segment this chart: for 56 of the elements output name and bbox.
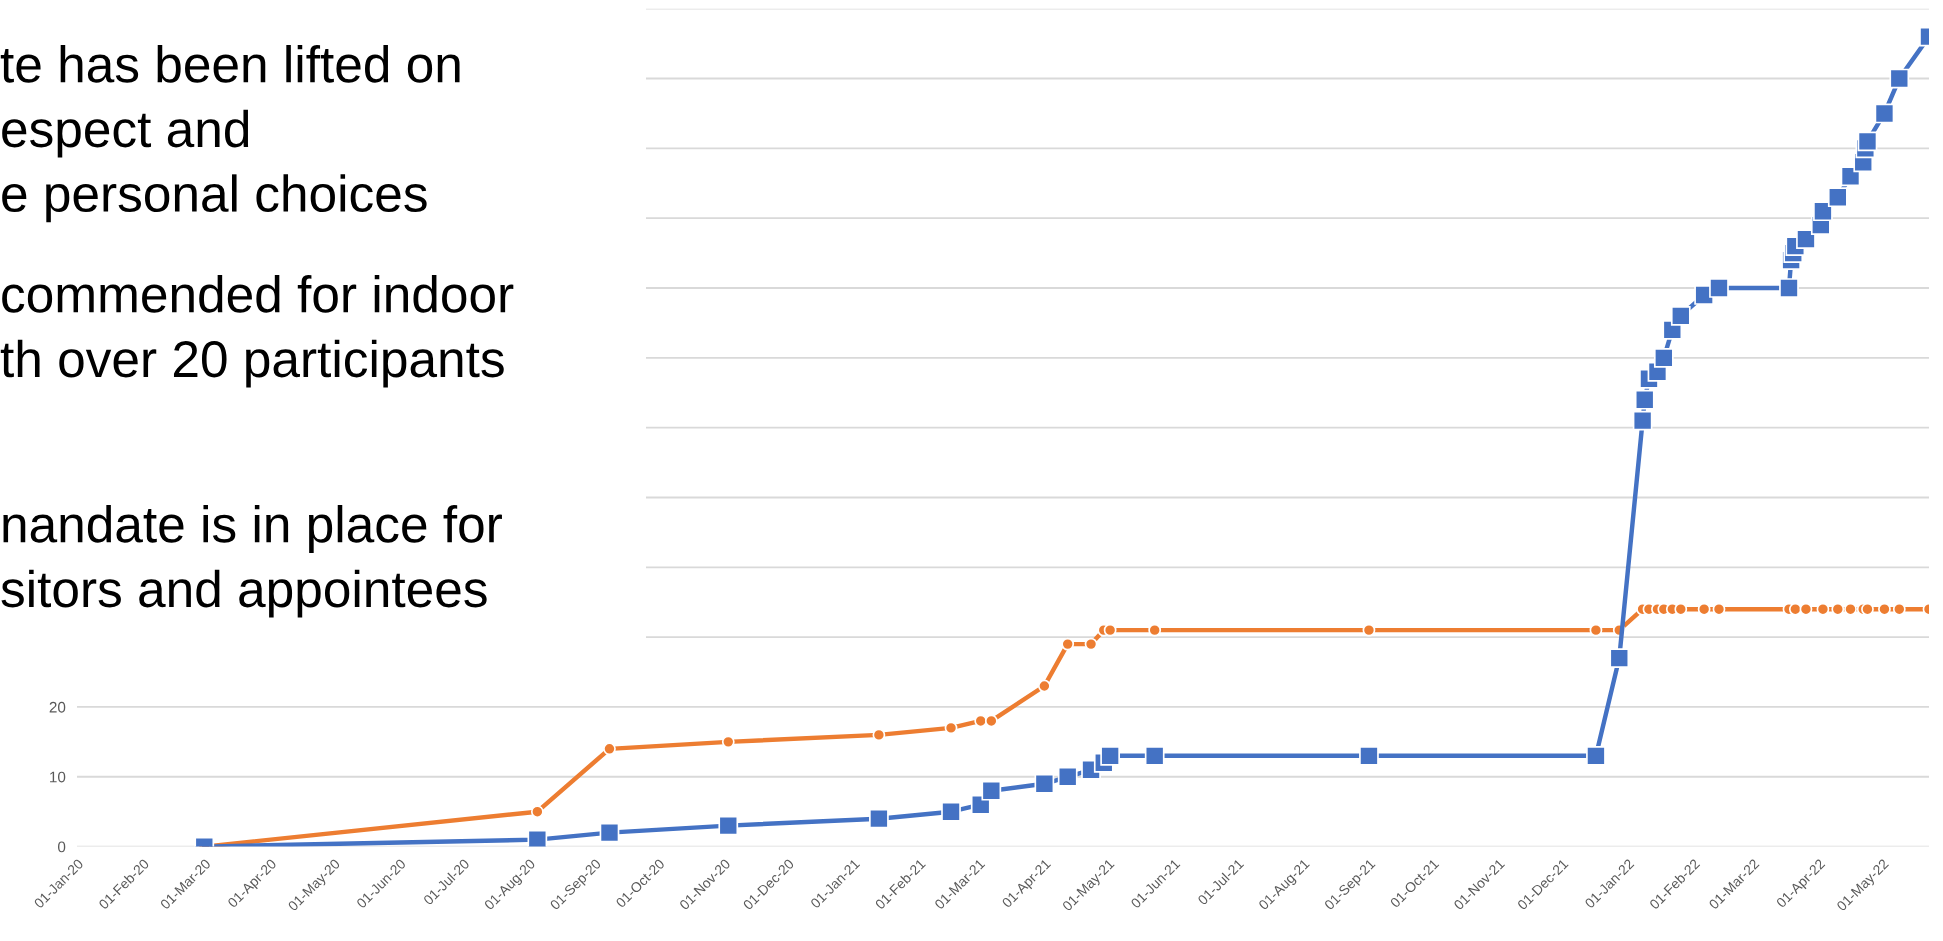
point	[1674, 602, 1688, 616]
point	[1831, 602, 1845, 616]
point	[1037, 679, 1051, 693]
point	[1670, 306, 1691, 326]
point	[1844, 602, 1857, 616]
point	[974, 714, 988, 728]
point	[981, 780, 1002, 801]
point	[1816, 602, 1830, 616]
point	[599, 822, 620, 843]
point	[1653, 347, 1674, 368]
point	[1084, 637, 1098, 651]
point	[1061, 637, 1075, 651]
annotation: te has been lifted on espect and e personal choices	[0, 45, 460, 223]
point	[869, 808, 889, 829]
point	[1697, 602, 1711, 616]
point	[1100, 745, 1120, 766]
point	[1148, 623, 1162, 637]
point	[1827, 187, 1848, 208]
point	[1861, 602, 1874, 616]
point	[872, 728, 886, 742]
point	[1144, 745, 1165, 766]
y-tick-label: 0	[57, 841, 66, 853]
annotation: commended for indoor th over 20 participants	[0, 275, 514, 388]
point	[1609, 648, 1630, 668]
point	[1796, 229, 1816, 249]
point	[944, 721, 958, 735]
y-tick-label: 10	[50, 771, 66, 783]
point	[1359, 745, 1379, 766]
y-tick-label: 20	[49, 701, 66, 713]
point	[1788, 602, 1802, 616]
point	[1634, 389, 1655, 410]
point	[1034, 773, 1055, 794]
point	[1712, 602, 1726, 616]
point	[1779, 278, 1799, 298]
point	[718, 815, 739, 836]
point	[1874, 103, 1895, 124]
point	[984, 714, 998, 728]
point	[1632, 410, 1653, 431]
point	[1799, 602, 1813, 616]
annotation: nandate is in place for sitors and appointees	[1, 505, 502, 618]
point	[1709, 278, 1729, 298]
point	[721, 735, 735, 749]
point	[1892, 602, 1906, 616]
point	[1103, 623, 1117, 637]
point	[603, 742, 616, 756]
point	[1362, 623, 1376, 637]
point	[1878, 602, 1891, 616]
point	[941, 801, 961, 822]
point	[1889, 68, 1910, 89]
point	[530, 805, 544, 819]
point	[1813, 201, 1833, 222]
point	[1586, 745, 1606, 766]
point	[1589, 623, 1603, 637]
point	[1857, 131, 1878, 152]
point	[1057, 766, 1078, 787]
point	[527, 829, 548, 847]
